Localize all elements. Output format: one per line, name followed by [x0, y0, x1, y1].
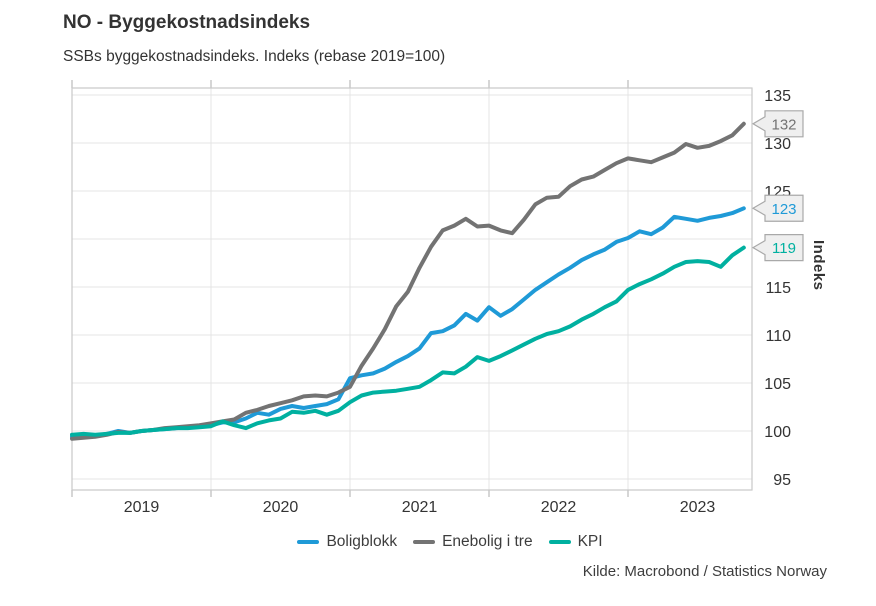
x-tick-label: 2022: [541, 499, 577, 516]
end-value-callout: [751, 234, 804, 262]
end-value-callout: [751, 110, 804, 138]
legend-item-enebolig-i-tre: Enebolig i tre: [413, 533, 533, 551]
legend-swatch: [548, 540, 571, 544]
y-tick-label: 95: [773, 472, 791, 489]
y-tick-label: 135: [764, 88, 791, 105]
legend-item-kpi: KPI: [548, 533, 603, 551]
legend-label: KPI: [577, 533, 603, 550]
x-tick-label: 2021: [402, 499, 438, 516]
x-tick-label: 2023: [680, 499, 716, 516]
chart-subtitle: SSBs byggekostnadsindeks. Indeks (rebase…: [63, 48, 446, 65]
y-tick-label: 105: [764, 376, 791, 393]
end-value-label: 123: [771, 201, 796, 218]
series-line-boligblokk: [70, 206, 746, 439]
chart-title: NO - Byggekostnadsindeks: [63, 12, 311, 33]
x-tick-label: 2019: [124, 499, 160, 516]
legend-item-boligblokk: Boligblokk: [297, 533, 397, 551]
chart-legend: Boligblokk Enebolig i tre KPI: [60, 531, 840, 553]
legend-label: Boligblokk: [326, 533, 398, 550]
y-tick-label: 115: [765, 280, 791, 297]
legend-swatch: [297, 540, 320, 544]
end-value-label: 119: [772, 240, 796, 257]
plot-border: [71, 87, 753, 491]
y-tick-label: 130: [764, 136, 791, 153]
y-tick-label: 110: [765, 328, 791, 345]
end-value-callout: [751, 194, 804, 222]
source-credit: Kilde: Macrobond / Statistics Norway: [582, 563, 827, 580]
legend-swatch: [413, 540, 436, 544]
series-line-kpi: [70, 245, 746, 437]
end-value-label: 132: [771, 116, 796, 133]
legend-label: Enebolig i tre: [442, 533, 533, 550]
x-tick-label: 2020: [263, 499, 299, 516]
y-axis-title: Indeks: [810, 240, 827, 291]
y-tick-label: 100: [764, 424, 791, 441]
